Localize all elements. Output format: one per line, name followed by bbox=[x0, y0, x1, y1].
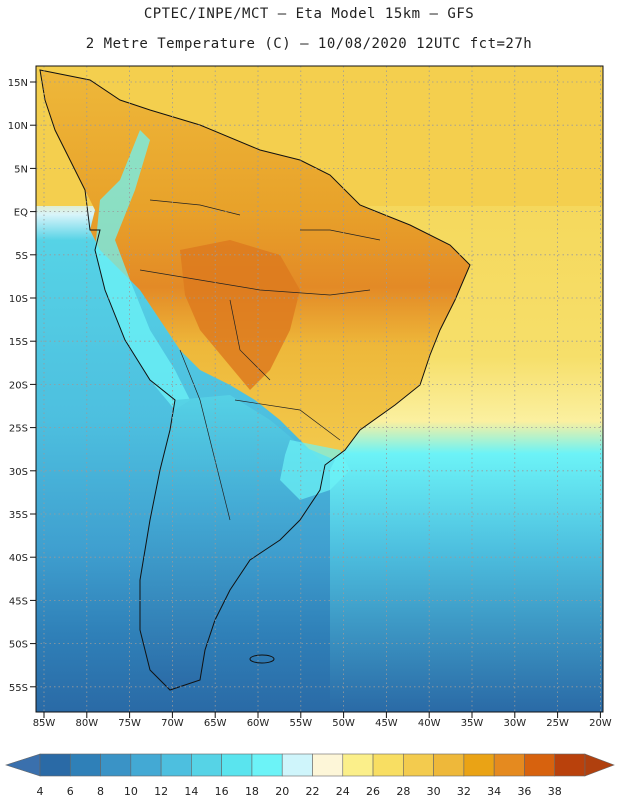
lat-label: 10S bbox=[9, 294, 28, 305]
colorbar: 4 6 8 10 12 14 16 18 20 22 24 26 28 30 32 34 36 38 bbox=[5, 753, 615, 798]
colorbar-swatch bbox=[403, 753, 434, 777]
colorbar-swatch bbox=[251, 753, 283, 777]
colorbar-swatch bbox=[342, 753, 374, 777]
lat-label: 55S bbox=[9, 683, 28, 694]
colorbar-swatch bbox=[281, 753, 313, 777]
lat-label: 50S bbox=[9, 640, 28, 651]
colorbar-label: 36 bbox=[517, 785, 531, 798]
lat-label: 45S bbox=[9, 596, 28, 607]
latitude-labels: 15N 10N 5N EQ 5S 10S 15S 20S 25S 30S 35S 40S 45S 50S 5… bbox=[8, 78, 36, 694]
longitude-labels: 85W 80W 75W 70W 65W 60W 55W 50W 45W 40W 35W 30W 25W 2… bbox=[33, 712, 612, 729]
colorbar-high-arrow bbox=[584, 753, 615, 777]
colorbar-label: 18 bbox=[245, 785, 259, 798]
colorbar-label: 4 bbox=[37, 785, 44, 798]
lon-label: 85W bbox=[33, 718, 56, 729]
lon-label: 80W bbox=[75, 718, 98, 729]
lat-label: 25S bbox=[9, 424, 28, 435]
colorbar-label: 20 bbox=[275, 785, 289, 798]
colorbar-swatch bbox=[191, 753, 222, 777]
colorbar-label: 30 bbox=[427, 785, 441, 798]
lon-label: 20W bbox=[589, 718, 612, 729]
falkland-islands bbox=[249, 654, 275, 664]
lat-label: 5N bbox=[14, 164, 28, 175]
lat-label: 30S bbox=[9, 467, 28, 478]
colorbar-label: 34 bbox=[487, 785, 501, 798]
colorbar-swatch bbox=[130, 753, 162, 777]
colorbar-low-arrow bbox=[5, 753, 41, 777]
temperature-field bbox=[36, 66, 603, 712]
colorbar-label: 8 bbox=[97, 785, 104, 798]
colorbar-swatch bbox=[463, 753, 495, 777]
colorbar-label: 26 bbox=[366, 785, 380, 798]
map-title-line-1: CPTEC/INPE/MCT – Eta Model 15km – GFS bbox=[143, 6, 475, 22]
colorbar-swatch bbox=[221, 753, 253, 777]
lat-label: 5S bbox=[15, 251, 28, 262]
colorbar-swatch bbox=[312, 753, 344, 777]
lon-label: 50W bbox=[332, 718, 355, 729]
lat-label: EQ bbox=[14, 208, 28, 219]
colorbar-label: 10 bbox=[124, 785, 138, 798]
lon-label: 75W bbox=[118, 718, 141, 729]
coastline bbox=[39, 69, 471, 691]
lon-label: 25W bbox=[546, 718, 569, 729]
lat-label: 15S bbox=[9, 337, 28, 348]
colorbar-swatch bbox=[493, 753, 525, 777]
colorbar-label: 12 bbox=[154, 785, 168, 798]
map-frame bbox=[35, 65, 604, 713]
colorbar-swatch bbox=[524, 753, 556, 777]
colorbar-label: 16 bbox=[215, 785, 229, 798]
map-title-line-2: 2 Metre Temperature (C) – 10/08/2020 12U… bbox=[85, 36, 533, 52]
colorbar-swatch bbox=[433, 753, 465, 777]
lat-label: 10N bbox=[8, 121, 28, 132]
lon-label: 45W bbox=[375, 718, 398, 729]
colorbar-label: 32 bbox=[457, 785, 471, 798]
colorbar-label: 22 bbox=[306, 785, 320, 798]
lat-label: 15N bbox=[8, 78, 28, 89]
colorbar-swatch bbox=[39, 753, 71, 777]
country-borders bbox=[139, 199, 381, 521]
south-brazil-transition bbox=[280, 440, 350, 500]
colorbar-swatch bbox=[69, 753, 101, 777]
colorbar-label: 24 bbox=[336, 785, 350, 798]
lon-label: 35W bbox=[461, 718, 484, 729]
lon-label: 70W bbox=[161, 718, 184, 729]
lon-label: 30W bbox=[503, 718, 526, 729]
colorbar-label: 28 bbox=[396, 785, 410, 798]
lat-label: 40S bbox=[9, 553, 28, 564]
lon-label: 65W bbox=[204, 718, 227, 729]
colorbar-label: 6 bbox=[67, 785, 74, 798]
hot-core-region bbox=[180, 240, 300, 390]
colorbar-label: 14 bbox=[184, 785, 198, 798]
lat-label: 20S bbox=[9, 380, 28, 391]
lat-label: 35S bbox=[9, 510, 28, 521]
colorbar-swatch bbox=[160, 753, 192, 777]
colorbar-swatch bbox=[372, 753, 404, 777]
lon-label: 55W bbox=[289, 718, 312, 729]
graticule bbox=[36, 66, 603, 712]
colorbar-swatch bbox=[100, 753, 132, 777]
lon-label: 40W bbox=[418, 718, 441, 729]
colorbar-label: 38 bbox=[548, 785, 562, 798]
lon-label: 60W bbox=[247, 718, 270, 729]
andes-cool-stripe bbox=[95, 130, 190, 410]
colorbar-swatch bbox=[554, 753, 586, 777]
